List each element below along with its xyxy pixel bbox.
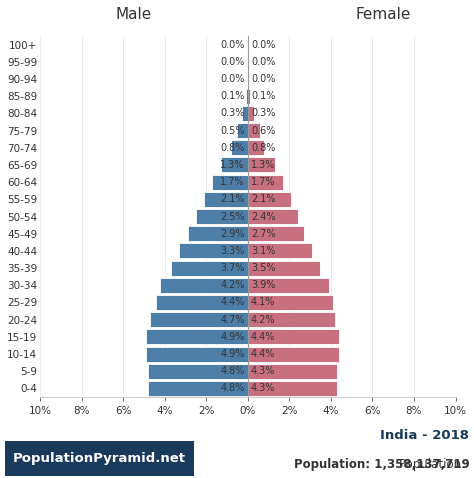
Text: 3.5%: 3.5%: [251, 263, 275, 273]
Text: 2.1%: 2.1%: [220, 195, 245, 204]
Text: 0.6%: 0.6%: [251, 126, 275, 136]
Bar: [171, 261, 248, 276]
Bar: [248, 243, 312, 259]
Text: 4.9%: 4.9%: [220, 332, 245, 342]
Text: 4.8%: 4.8%: [220, 383, 245, 393]
Bar: [248, 226, 304, 241]
Bar: [161, 278, 248, 293]
Bar: [212, 174, 248, 190]
Text: 1.7%: 1.7%: [220, 177, 245, 187]
Text: 0.8%: 0.8%: [220, 143, 245, 153]
Text: 4.7%: 4.7%: [220, 315, 245, 325]
Text: 0.0%: 0.0%: [220, 74, 245, 84]
Text: 0.0%: 0.0%: [251, 40, 275, 50]
Bar: [231, 140, 248, 155]
Bar: [248, 140, 264, 155]
Text: 1.3%: 1.3%: [220, 160, 245, 170]
Text: 2.5%: 2.5%: [220, 211, 245, 221]
Text: Female: Female: [355, 7, 410, 22]
Text: 0.0%: 0.0%: [220, 40, 245, 50]
Text: 4.3%: 4.3%: [251, 383, 275, 393]
Bar: [248, 174, 283, 190]
Bar: [204, 192, 248, 207]
Bar: [148, 364, 248, 379]
Bar: [248, 88, 250, 104]
Bar: [148, 381, 248, 396]
Text: 0.0%: 0.0%: [251, 57, 275, 67]
Bar: [248, 123, 260, 138]
Text: 3.9%: 3.9%: [251, 280, 275, 290]
Bar: [248, 278, 329, 293]
Bar: [196, 209, 248, 224]
Text: 4.4%: 4.4%: [251, 332, 275, 342]
Text: 3.7%: 3.7%: [220, 263, 245, 273]
Bar: [248, 295, 333, 310]
Text: Male: Male: [115, 7, 152, 22]
Bar: [150, 312, 248, 327]
Bar: [156, 295, 248, 310]
Text: 4.1%: 4.1%: [251, 297, 275, 307]
Text: 0.1%: 0.1%: [220, 91, 245, 101]
Text: PopulationPyramid.net: PopulationPyramid.net: [13, 452, 186, 465]
Text: 0.1%: 0.1%: [251, 91, 275, 101]
Text: 3.1%: 3.1%: [251, 246, 275, 256]
Bar: [248, 157, 275, 173]
Text: 0.3%: 0.3%: [220, 109, 245, 119]
Text: 0.5%: 0.5%: [220, 126, 245, 136]
Bar: [179, 243, 248, 259]
Text: 4.2%: 4.2%: [251, 315, 275, 325]
Bar: [146, 329, 248, 345]
Text: 2.7%: 2.7%: [251, 228, 275, 239]
Bar: [248, 381, 337, 396]
Text: 2.4%: 2.4%: [251, 211, 275, 221]
Bar: [248, 347, 339, 362]
Bar: [248, 261, 320, 276]
Text: Population:: Population:: [400, 458, 469, 471]
Bar: [248, 192, 292, 207]
Text: 4.4%: 4.4%: [251, 349, 275, 359]
Text: 4.4%: 4.4%: [220, 297, 245, 307]
Text: 0.0%: 0.0%: [220, 57, 245, 67]
Bar: [242, 106, 248, 121]
Bar: [248, 329, 339, 345]
Bar: [146, 347, 248, 362]
Text: 1.7%: 1.7%: [251, 177, 275, 187]
Bar: [248, 209, 298, 224]
Text: 0.3%: 0.3%: [251, 109, 275, 119]
Bar: [248, 364, 337, 379]
Text: 4.3%: 4.3%: [251, 366, 275, 376]
Text: 3.3%: 3.3%: [220, 246, 245, 256]
Text: 4.9%: 4.9%: [220, 349, 245, 359]
Bar: [221, 157, 248, 173]
Text: 1.3%: 1.3%: [251, 160, 275, 170]
Bar: [248, 312, 335, 327]
Bar: [246, 88, 248, 104]
Text: 4.2%: 4.2%: [220, 280, 245, 290]
Bar: [188, 226, 248, 241]
Text: 0.8%: 0.8%: [251, 143, 275, 153]
Text: 2.9%: 2.9%: [220, 228, 245, 239]
Bar: [237, 123, 248, 138]
Text: India - 2018: India - 2018: [380, 429, 469, 442]
Bar: [248, 106, 254, 121]
Text: 2.1%: 2.1%: [251, 195, 275, 204]
Text: 0.0%: 0.0%: [251, 74, 275, 84]
Text: Population: 1,358,137,719: Population: 1,358,137,719: [293, 458, 469, 471]
Text: 4.8%: 4.8%: [220, 366, 245, 376]
